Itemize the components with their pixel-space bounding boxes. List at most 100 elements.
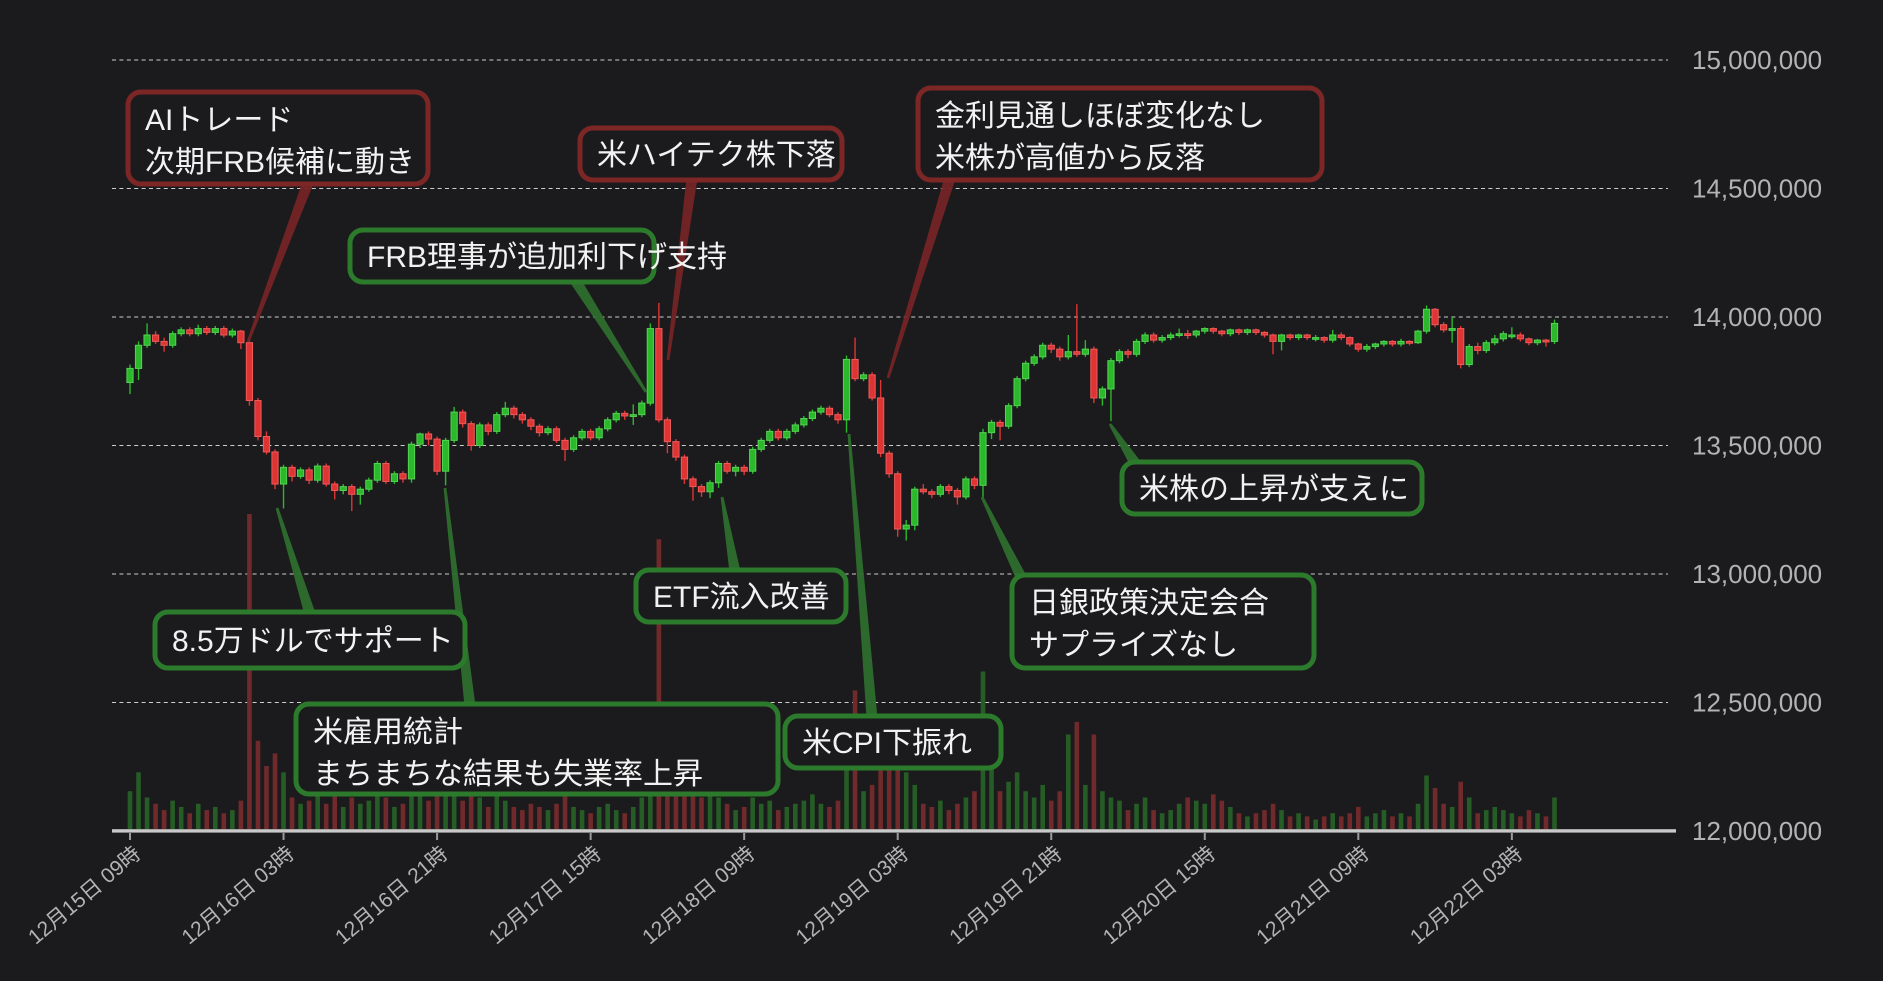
volume-bar — [1338, 816, 1344, 829]
candle-body — [1295, 334, 1303, 339]
candle-body — [655, 328, 663, 421]
candle-body — [697, 486, 706, 493]
volume-bar — [1142, 797, 1148, 829]
volume-bar — [579, 810, 585, 829]
volume-bar — [1006, 781, 1011, 829]
volume-bar — [1185, 797, 1191, 829]
volume-bar — [392, 806, 397, 829]
volume-bar — [485, 806, 491, 829]
volume-bar — [230, 810, 235, 829]
candle-body — [484, 424, 492, 432]
volume-bar — [827, 806, 832, 829]
candle-body — [877, 397, 885, 454]
volume-bar — [1211, 794, 1216, 829]
candle-body — [1508, 334, 1516, 338]
candle-body — [1090, 348, 1098, 399]
candle-body — [936, 486, 944, 495]
volume-bar — [1100, 791, 1105, 829]
y-axis-label: 13,500,000 — [1692, 431, 1822, 461]
x-axis-label: 12月22日 03時 — [1406, 842, 1527, 949]
volume-bar — [477, 797, 483, 829]
candle-body — [868, 374, 876, 399]
candle-body — [1337, 334, 1345, 339]
candle-body — [740, 466, 748, 472]
candle-body — [348, 486, 356, 495]
candle-body — [1320, 337, 1328, 341]
candle-body — [834, 414, 842, 421]
volume-bar — [340, 806, 346, 829]
candle-body — [928, 491, 936, 495]
candle-body — [177, 329, 185, 335]
volume-bar — [724, 803, 730, 829]
x-axis-label: 12月20日 15時 — [1099, 842, 1220, 949]
volume-bar — [1228, 806, 1233, 829]
candle-body — [638, 402, 646, 416]
candle-body — [407, 443, 416, 480]
volume-bar — [673, 772, 679, 829]
volume-bar — [596, 806, 602, 829]
volume-bar — [707, 791, 713, 829]
volume-bar — [426, 800, 431, 829]
candle-body — [1371, 343, 1379, 348]
candle-body — [134, 344, 143, 369]
candle-body — [1209, 328, 1217, 332]
candle-body — [1141, 334, 1149, 342]
volume-bar — [1219, 800, 1225, 829]
volume-bar — [1492, 806, 1498, 829]
candle-body — [442, 439, 450, 472]
candle-body — [1030, 356, 1038, 364]
volume-bar — [972, 791, 977, 829]
candle-body — [382, 462, 390, 482]
candle-body — [1022, 362, 1030, 380]
y-axis-label: 12,000,000 — [1692, 816, 1822, 846]
candle-body — [297, 469, 305, 477]
candle-body — [1397, 340, 1405, 345]
candle-body — [1226, 329, 1234, 335]
annotation-text: 金利見通しほぼ変化なし — [935, 100, 1265, 133]
annotation-pointer — [666, 177, 698, 361]
candle-body — [416, 433, 424, 445]
candle-body — [1073, 351, 1081, 355]
volume-bar — [204, 810, 210, 829]
candle-body — [902, 524, 910, 530]
volume-bar — [127, 791, 133, 829]
volume-bar — [639, 797, 645, 829]
candle-body — [501, 407, 509, 416]
candle-body — [1107, 360, 1115, 390]
annotation-pointer — [275, 507, 316, 616]
volume-bar — [1509, 813, 1515, 829]
volume-bar — [622, 813, 628, 829]
volume-bar — [869, 784, 875, 829]
volume-bar — [366, 800, 372, 829]
candle-body — [1252, 329, 1260, 333]
volume-bar — [1330, 813, 1336, 829]
volume-bar — [1134, 803, 1139, 829]
candle-body — [1388, 340, 1397, 345]
candle-body — [169, 333, 177, 346]
volume-bar — [1074, 721, 1080, 829]
volume-bar — [1518, 816, 1523, 829]
volume-bar — [451, 778, 457, 829]
volume-bar — [1407, 816, 1412, 829]
volume-bar — [938, 800, 943, 829]
volume-bar — [1125, 810, 1131, 829]
volume-bar — [178, 806, 184, 829]
volume-bar — [699, 797, 704, 829]
candle-body — [1243, 329, 1252, 333]
volume-bar — [963, 797, 969, 829]
volume-bar — [1552, 797, 1557, 829]
volume-bar — [153, 803, 158, 829]
candle-body — [1277, 334, 1286, 342]
volume-bar — [468, 791, 474, 829]
candle-body — [1525, 338, 1533, 344]
candle-body — [288, 466, 296, 477]
candle-body — [945, 486, 953, 491]
volume-bar — [1048, 800, 1054, 829]
candle-body — [1312, 337, 1320, 340]
volume-bar — [613, 810, 619, 829]
volume-bar — [1262, 810, 1267, 829]
annotation-text: サプライズなし — [1029, 629, 1238, 662]
volume-bar — [1151, 810, 1156, 829]
